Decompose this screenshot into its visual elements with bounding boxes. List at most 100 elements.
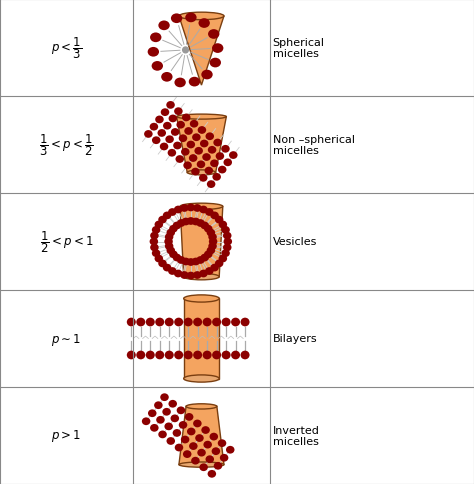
Ellipse shape [169, 251, 178, 258]
Ellipse shape [208, 234, 217, 242]
Polygon shape [180, 207, 223, 277]
Ellipse shape [163, 212, 171, 220]
Ellipse shape [208, 147, 216, 154]
Ellipse shape [197, 161, 205, 169]
Ellipse shape [189, 442, 198, 450]
Ellipse shape [173, 142, 182, 150]
Ellipse shape [223, 159, 232, 167]
Ellipse shape [146, 351, 155, 360]
Ellipse shape [214, 462, 222, 469]
Ellipse shape [208, 242, 217, 250]
Ellipse shape [175, 156, 184, 164]
Ellipse shape [198, 127, 206, 135]
Ellipse shape [161, 109, 169, 117]
Ellipse shape [190, 121, 198, 128]
Ellipse shape [207, 181, 215, 189]
Ellipse shape [127, 318, 136, 327]
Ellipse shape [127, 351, 136, 360]
Ellipse shape [209, 238, 218, 246]
Ellipse shape [168, 400, 177, 408]
Ellipse shape [189, 77, 200, 87]
Ellipse shape [174, 108, 182, 116]
Polygon shape [179, 407, 224, 465]
Ellipse shape [218, 439, 226, 447]
Ellipse shape [219, 221, 227, 229]
Ellipse shape [179, 135, 187, 143]
Ellipse shape [215, 216, 223, 224]
Ellipse shape [220, 454, 228, 462]
Ellipse shape [202, 154, 211, 162]
Ellipse shape [148, 48, 159, 58]
Ellipse shape [183, 375, 219, 382]
Ellipse shape [176, 121, 185, 129]
Ellipse shape [150, 244, 159, 252]
Ellipse shape [208, 470, 216, 478]
Ellipse shape [158, 216, 167, 224]
Polygon shape [184, 299, 219, 379]
Ellipse shape [146, 318, 155, 327]
Ellipse shape [183, 274, 219, 280]
Ellipse shape [199, 206, 208, 214]
Ellipse shape [200, 463, 208, 471]
Ellipse shape [218, 166, 227, 174]
Ellipse shape [196, 257, 205, 264]
Ellipse shape [174, 270, 182, 278]
Ellipse shape [157, 130, 166, 137]
Ellipse shape [166, 229, 175, 237]
Ellipse shape [180, 205, 189, 212]
Ellipse shape [162, 408, 171, 416]
Ellipse shape [193, 318, 202, 327]
Ellipse shape [155, 255, 163, 263]
Ellipse shape [148, 409, 156, 417]
Ellipse shape [180, 204, 223, 210]
Ellipse shape [165, 318, 173, 327]
Text: $p<\dfrac{1}{3}$: $p<\dfrac{1}{3}$ [51, 36, 82, 61]
Ellipse shape [186, 404, 217, 409]
Text: Spherical
micelles: Spherical micelles [273, 38, 325, 59]
Ellipse shape [182, 258, 190, 266]
Ellipse shape [206, 455, 214, 463]
Ellipse shape [150, 238, 158, 246]
Ellipse shape [166, 247, 175, 255]
Text: $p\sim1$: $p\sim1$ [51, 331, 82, 347]
Ellipse shape [180, 272, 189, 279]
Ellipse shape [166, 102, 175, 109]
Ellipse shape [210, 212, 219, 220]
Ellipse shape [166, 437, 175, 445]
Ellipse shape [181, 436, 190, 443]
Ellipse shape [193, 205, 201, 212]
Ellipse shape [155, 351, 164, 360]
Text: Inverted
micelles: Inverted micelles [273, 425, 319, 446]
Text: Vesicles: Vesicles [273, 237, 317, 247]
Ellipse shape [212, 174, 221, 182]
Ellipse shape [221, 146, 230, 153]
Ellipse shape [150, 33, 162, 43]
Ellipse shape [187, 204, 195, 212]
Ellipse shape [240, 351, 250, 360]
Text: $\dfrac{1}{3}<p<\dfrac{1}{2}$: $\dfrac{1}{3}<p<\dfrac{1}{2}$ [39, 133, 94, 158]
Ellipse shape [231, 318, 240, 327]
Ellipse shape [212, 44, 223, 54]
Ellipse shape [179, 421, 187, 429]
Ellipse shape [150, 232, 159, 240]
Polygon shape [179, 17, 224, 86]
Ellipse shape [210, 264, 219, 272]
Ellipse shape [187, 218, 195, 226]
Ellipse shape [199, 19, 210, 29]
Ellipse shape [187, 258, 195, 266]
Ellipse shape [152, 227, 160, 234]
Text: Non –spherical
micelles: Non –spherical micelles [273, 135, 355, 156]
Ellipse shape [184, 128, 193, 136]
Ellipse shape [156, 416, 165, 424]
Ellipse shape [200, 140, 209, 148]
Ellipse shape [193, 272, 201, 279]
Ellipse shape [152, 137, 161, 145]
Ellipse shape [191, 457, 200, 465]
Ellipse shape [181, 149, 190, 156]
Ellipse shape [182, 114, 191, 122]
Ellipse shape [204, 251, 212, 258]
Ellipse shape [158, 431, 167, 439]
Ellipse shape [187, 141, 195, 149]
Ellipse shape [175, 444, 183, 452]
Ellipse shape [183, 162, 192, 170]
